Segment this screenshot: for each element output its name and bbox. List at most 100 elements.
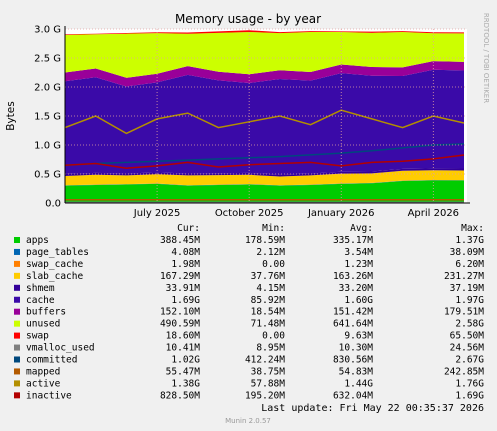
legend-stat: 2.12M bbox=[256, 247, 285, 258]
legend-header: Cur: bbox=[177, 223, 200, 234]
legend-stat: 4.15M bbox=[256, 283, 285, 294]
legend-stat: 54.83M bbox=[339, 366, 374, 377]
legend-swatch bbox=[14, 380, 20, 387]
legend-entry: page_tables bbox=[26, 247, 89, 258]
chart-title: Memory usage - by year bbox=[175, 12, 321, 26]
legend-stat: 55.47M bbox=[166, 366, 201, 377]
legend-stat: 1.69G bbox=[171, 295, 200, 306]
y-tick-label: 0.5 G bbox=[34, 170, 61, 181]
legend-stat: 0.00 bbox=[262, 259, 285, 270]
y-tick-label: 0.0 bbox=[45, 199, 61, 210]
legend-stat: 490.59M bbox=[160, 319, 200, 330]
legend-stat: 37.19M bbox=[450, 283, 485, 294]
legend-stat: 24.56M bbox=[450, 343, 485, 354]
legend-stat: 1.37G bbox=[455, 235, 484, 246]
legend-stat: 38.09M bbox=[450, 247, 485, 258]
legend-swatch bbox=[14, 344, 20, 351]
side-note: RRDTOOL / TOBI OETIKER bbox=[482, 13, 490, 103]
legend-stat: 38.75M bbox=[251, 366, 286, 377]
y-tick-label: 2.0 G bbox=[34, 83, 61, 94]
legend-swatch bbox=[14, 272, 20, 279]
line-committed bbox=[64, 143, 465, 167]
legend-stat: 1.97G bbox=[455, 295, 484, 306]
legend-stat: 1.44G bbox=[344, 378, 373, 389]
legend-stat: 8.95M bbox=[256, 343, 285, 354]
legend-stat: 167.29M bbox=[160, 271, 200, 282]
legend-stat: 10.30M bbox=[339, 343, 374, 354]
legend-stat: 242.85M bbox=[444, 366, 484, 377]
legend-stat: 1.98M bbox=[171, 259, 200, 270]
y-tick-label: 3.0 G bbox=[34, 25, 61, 36]
legend-entry: swap_cache bbox=[26, 259, 83, 270]
y-tick-label: 1.0 G bbox=[34, 141, 61, 152]
legend-stat: 828.50M bbox=[160, 390, 200, 401]
area-shmem bbox=[65, 168, 464, 177]
x-tick-label: April 2026 bbox=[408, 208, 459, 219]
line-active bbox=[64, 109, 465, 135]
legend-stat: 57.88M bbox=[251, 378, 286, 389]
legend-swatch bbox=[14, 248, 20, 255]
legend-swatch bbox=[14, 237, 20, 243]
legend-entry: cache bbox=[26, 295, 55, 306]
line-inactive bbox=[64, 154, 465, 169]
legend-stat: 33.20M bbox=[339, 283, 374, 294]
legend-entry: inactive bbox=[26, 390, 72, 401]
legend-entry: active bbox=[26, 378, 61, 389]
legend-stat: 830.56M bbox=[333, 355, 373, 366]
footer: Munin 2.0.57 bbox=[225, 417, 271, 425]
legend-stat: 231.27M bbox=[444, 271, 484, 282]
legend-entry: unused bbox=[26, 319, 60, 330]
legend-entry: slab_cache bbox=[26, 271, 83, 282]
legend-swatch bbox=[14, 368, 20, 375]
legend-stat: 85.92M bbox=[251, 295, 286, 306]
legend-entry: mapped bbox=[26, 366, 60, 377]
legend-stat: 37.76M bbox=[251, 271, 286, 282]
legend-swatch bbox=[14, 356, 20, 363]
legend-swatch bbox=[14, 296, 20, 303]
legend-header: Avg: bbox=[350, 223, 373, 234]
legend-stat: 1.02G bbox=[171, 355, 200, 366]
legend-stat: 18.60M bbox=[166, 331, 201, 342]
legend-stat: 1.38G bbox=[171, 378, 200, 389]
legend-stat: 1.76G bbox=[455, 378, 484, 389]
legend-stat: 9.63M bbox=[344, 331, 373, 342]
legend-swatch bbox=[14, 260, 20, 267]
legend-stat: 3.54M bbox=[344, 247, 373, 258]
legend-swatch bbox=[14, 284, 20, 291]
legend-entry: buffers bbox=[26, 307, 66, 318]
y-tick-label: 1.5 G bbox=[34, 112, 61, 123]
legend-swatch bbox=[14, 392, 20, 399]
legend-stat: 33.91M bbox=[166, 283, 201, 294]
legend-stat: 388.45M bbox=[160, 235, 200, 246]
x-tick-label: July 2025 bbox=[133, 208, 181, 219]
legend-stat: 0.00 bbox=[262, 331, 285, 342]
legend-stat: 2.58G bbox=[455, 319, 484, 330]
legend-entry: apps bbox=[26, 235, 49, 246]
legend-stat: 71.48M bbox=[251, 319, 286, 330]
legend-stat: 195.20M bbox=[245, 390, 285, 401]
legend-stat: 18.54M bbox=[251, 307, 286, 318]
x-tick-label: October 2025 bbox=[215, 208, 284, 219]
legend-stat: 1.23M bbox=[344, 259, 373, 270]
legend-swatch bbox=[14, 308, 20, 315]
last-update: Last update: Fri May 22 00:35:37 2026 bbox=[261, 403, 484, 414]
legend-stat: 10.41M bbox=[166, 343, 201, 354]
x-tick-label: January 2026 bbox=[307, 208, 375, 219]
legend-stat: 2.67G bbox=[455, 355, 484, 366]
legend-stat: 335.17M bbox=[333, 235, 373, 246]
area-page-tables bbox=[65, 180, 464, 186]
legend-stat: 179.51M bbox=[444, 307, 484, 318]
area-buffers bbox=[65, 61, 464, 87]
legend-stat: 4.08M bbox=[171, 247, 200, 258]
legend-entry: swap bbox=[26, 331, 49, 342]
legend-swatch bbox=[14, 320, 20, 327]
legend-entry: vmalloc_used bbox=[26, 343, 95, 354]
legend-stat: 1.60G bbox=[344, 295, 373, 306]
area-apps bbox=[65, 180, 464, 203]
y-tick-label: 2.5 G bbox=[34, 54, 61, 65]
area-swap-cache bbox=[65, 180, 464, 186]
legend-header: Max: bbox=[461, 223, 484, 234]
y-axis-label: Bytes bbox=[5, 101, 17, 130]
legend-entry: committed bbox=[26, 355, 77, 366]
